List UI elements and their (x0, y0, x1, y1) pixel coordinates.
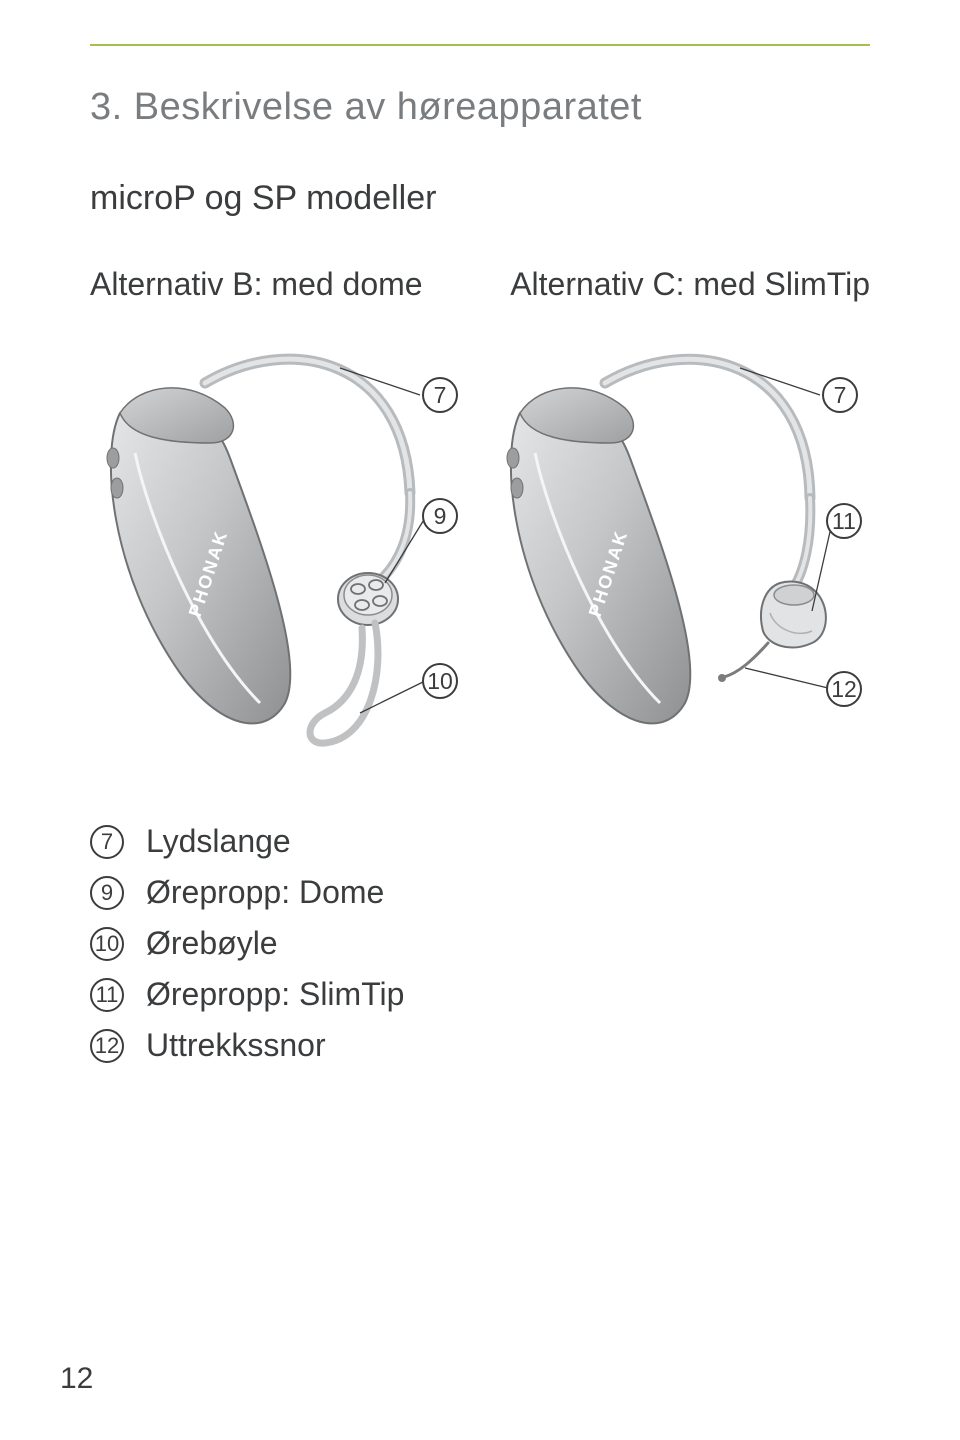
subtitle: microP og SP modeller (90, 179, 870, 218)
legend-item: 11 Ørepropp: SlimTip (90, 976, 870, 1013)
legend-num: 11 (90, 978, 124, 1012)
callout-7: 7 (422, 377, 458, 413)
diagram-alt-c: PHONAK 7 11 12 (490, 343, 870, 763)
legend-text: Uttrekkssnor (146, 1027, 326, 1064)
legend-num: 12 (90, 1029, 124, 1063)
hearing-aid-dome-illustration: PHONAK (90, 343, 470, 763)
legend: 7 Lydslange 9 Ørepropp: Dome 10 Ørebøyle… (90, 823, 870, 1064)
callout-10: 10 (422, 663, 458, 699)
alt-b-label: Alternativ B: med dome (90, 266, 423, 303)
diagram-alt-b: PHONAK 7 9 10 (90, 343, 470, 763)
legend-text: Lydslange (146, 823, 291, 860)
legend-num: 9 (90, 876, 124, 910)
hearing-aid-slimtip-illustration: PHONAK (490, 343, 870, 763)
legend-item: 10 Ørebøyle (90, 925, 870, 962)
legend-num: 7 (90, 825, 124, 859)
callout-7: 7 (822, 377, 858, 413)
section-title: 3. Beskrivelse av høreapparatet (90, 86, 870, 129)
legend-item: 12 Uttrekkssnor (90, 1027, 870, 1064)
callout-12: 12 (826, 671, 862, 707)
legend-text: Ørebøyle (146, 925, 278, 962)
alt-c-label: Alternativ C: med SlimTip (510, 266, 870, 303)
callout-9: 9 (422, 498, 458, 534)
legend-item: 7 Lydslange (90, 823, 870, 860)
legend-num: 10 (90, 927, 124, 961)
legend-item: 9 Ørepropp: Dome (90, 874, 870, 911)
diagram-row: PHONAK 7 9 10 (90, 343, 870, 763)
callout-11: 11 (826, 503, 862, 539)
section-divider (90, 44, 870, 46)
legend-text: Ørepropp: SlimTip (146, 976, 404, 1013)
alternative-labels-row: Alternativ B: med dome Alternativ C: med… (90, 266, 870, 303)
legend-text: Ørepropp: Dome (146, 874, 384, 911)
page-number: 12 (60, 1362, 93, 1396)
